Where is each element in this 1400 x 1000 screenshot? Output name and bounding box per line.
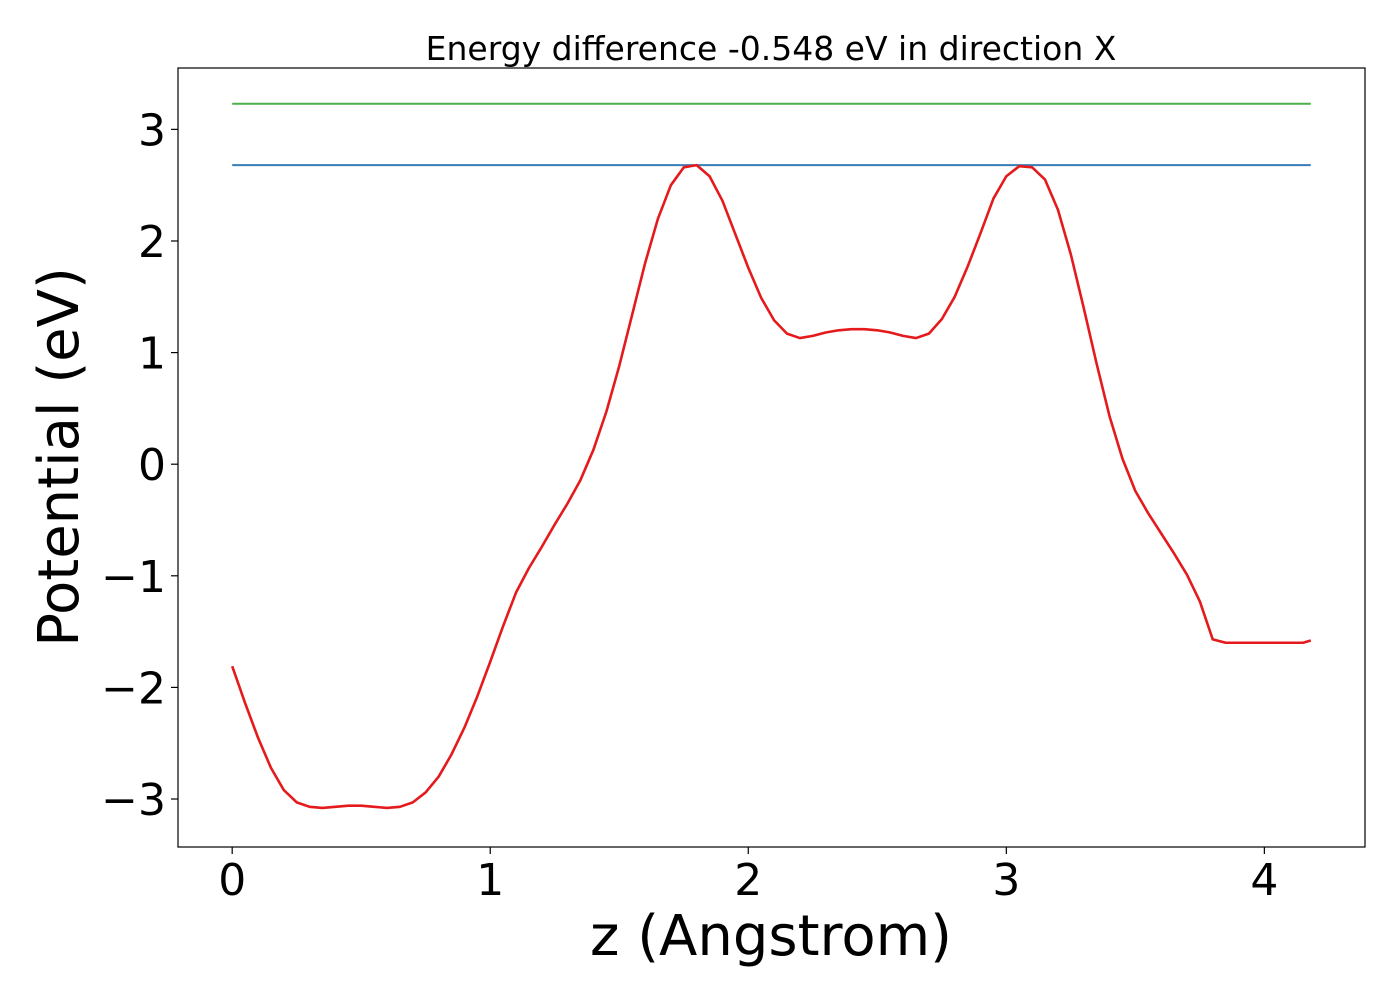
x-axis-label: z (Angstrom): [590, 904, 952, 969]
y-tick-label: −3: [101, 775, 166, 826]
y-tick-label: −1: [101, 552, 166, 603]
x-tick-label: 4: [1250, 855, 1278, 906]
y-tick-label: 0: [138, 440, 166, 491]
x-tick-label: 0: [218, 855, 246, 906]
y-tick-label: 2: [138, 217, 166, 268]
y-tick-label: 3: [138, 105, 166, 156]
y-axis-ticks: −3 −2 −1 0 1 2 3: [101, 105, 178, 826]
plot-frame: [177, 67, 1366, 848]
x-tick-label: 3: [992, 855, 1020, 906]
y-tick-label: 1: [138, 329, 166, 380]
chart-title: Energy difference -0.548 eV in direction…: [426, 29, 1117, 68]
y-axis-label: Potential (eV): [27, 267, 92, 647]
y-tick-label: −2: [101, 663, 166, 714]
x-tick-label: 2: [734, 855, 762, 906]
series-layer: [230, 102, 1312, 810]
plot-background: [178, 68, 1365, 847]
x-axis-ticks: 0 1 2 3 4: [218, 847, 1278, 906]
series-line-2: [230, 163, 1312, 810]
x-tick-label: 1: [476, 855, 504, 906]
